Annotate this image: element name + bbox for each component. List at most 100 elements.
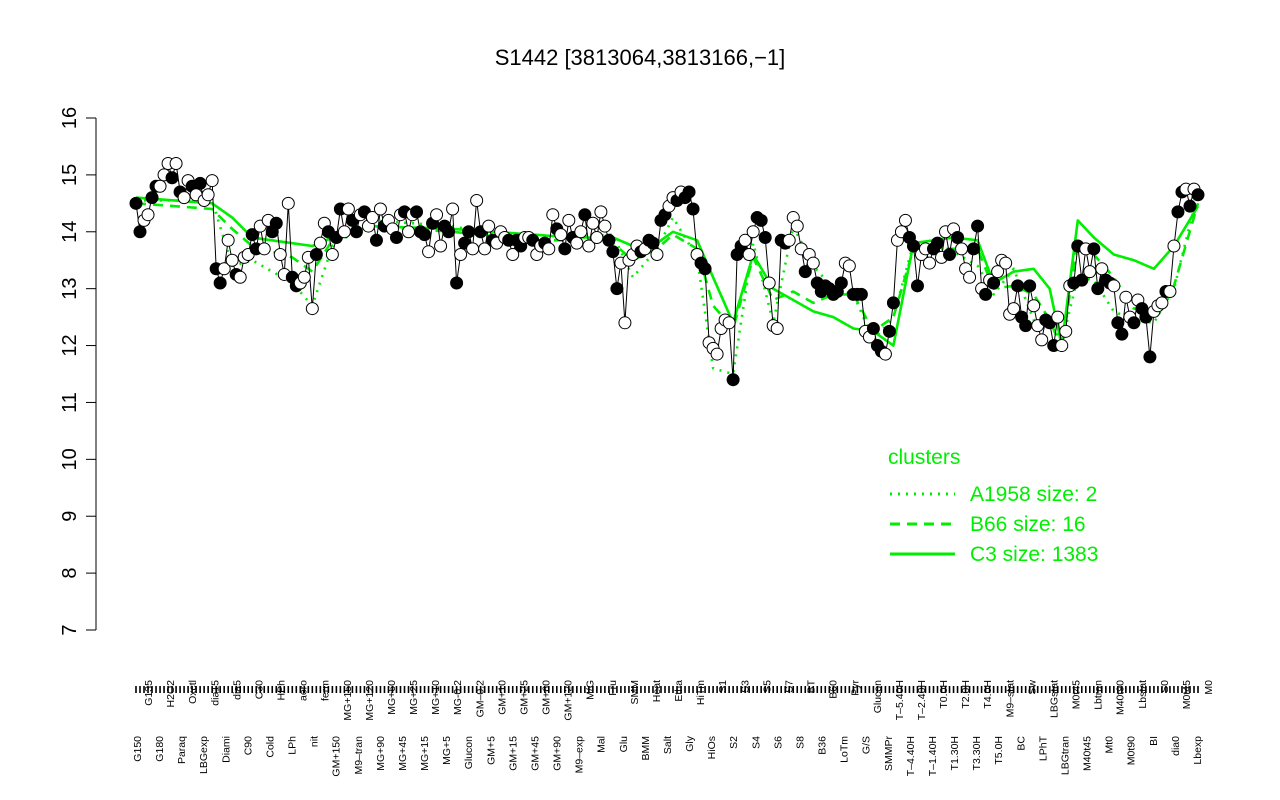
data-point: [1023, 279, 1037, 293]
data-point: [686, 202, 700, 216]
data-point: [1163, 285, 1177, 299]
data-point: [598, 219, 612, 233]
data-point: [910, 279, 924, 293]
data-point: [1019, 319, 1033, 333]
data-point: [558, 242, 572, 256]
x-tick-label: Glucon: [463, 736, 475, 769]
x-tick-label: GM+150: [331, 736, 343, 777]
x-tick-label: GM+15: [507, 736, 519, 771]
x-tick-label: BMM: [640, 736, 652, 761]
data-point: [979, 287, 993, 301]
data-point: [478, 242, 492, 256]
y-tick-label: 7: [59, 624, 81, 635]
data-point: [1115, 327, 1129, 341]
x-tick-label: SMMPr: [883, 736, 895, 772]
x-tick-label: S1: [717, 680, 729, 693]
y-tick-label: 12: [59, 334, 81, 356]
data-point: [1027, 299, 1041, 313]
data-point: [594, 205, 608, 219]
data-point: [297, 270, 311, 284]
x-tick-label: M0t90: [1126, 736, 1138, 765]
data-point: [309, 248, 323, 262]
x-tick-label: S8: [794, 736, 806, 749]
data-point: [233, 270, 247, 284]
x-tick-label: T–4.40H: [905, 736, 917, 776]
data-point: [205, 174, 219, 188]
data-point: [145, 191, 159, 205]
data-point: [193, 176, 207, 190]
x-tick-label: LBGtran: [1059, 736, 1071, 775]
data-point: [422, 245, 436, 259]
data-point: [446, 202, 460, 216]
data-point: [898, 213, 912, 227]
x-tick-label: MG+10: [430, 680, 442, 715]
x-tick-label: M0t45: [1071, 680, 1083, 709]
data-point: [955, 242, 969, 256]
data-point: [987, 276, 1001, 290]
x-tick-label: GM+120: [563, 680, 575, 721]
data-point: [842, 259, 856, 273]
x-tick-label: M9–tran: [353, 736, 365, 775]
data-point: [738, 233, 752, 247]
y-axis: 7 8 9 10 11 12 13 14 15 16: [59, 107, 97, 636]
x-tick-label: MG+150: [342, 680, 354, 721]
x-tick-label: T3.30H: [971, 736, 983, 770]
data-point: [369, 233, 383, 247]
x-tick-label: ferm: [320, 680, 332, 701]
data-point: [698, 262, 712, 276]
x-tick-label: M0t45: [1181, 680, 1193, 709]
x-tick-label: Mal: [596, 736, 608, 753]
data-point: [646, 236, 660, 250]
x-tick-label: LBGexp: [198, 736, 210, 774]
x-tick-label: BI: [1148, 736, 1160, 746]
data-point: [410, 205, 424, 219]
data-point: [273, 248, 287, 262]
data-point: [886, 296, 900, 310]
data-point: [1007, 302, 1021, 316]
x-tick-label: dia0: [1170, 736, 1182, 756]
x-tick-label: Sw: [1026, 680, 1038, 695]
data-point: [590, 230, 604, 244]
data-point: [722, 316, 736, 330]
x-tick-label: GM+10: [496, 680, 508, 715]
x-tick-label: Heat: [651, 680, 663, 702]
data-point: [1127, 316, 1141, 330]
y-tick-label: 10: [59, 448, 81, 470]
x-tick-label: GM+5: [485, 736, 497, 765]
x-tick-label: MG+60: [386, 680, 398, 715]
x-tick-label: Paraq: [176, 736, 188, 764]
data-point: [506, 248, 520, 262]
data-point: [710, 347, 724, 361]
data-point: [1087, 242, 1101, 256]
data-point: [726, 373, 740, 387]
data-point: [165, 171, 179, 185]
x-tick-label: T4.0H: [982, 680, 994, 709]
x-tick-label: T5.0H: [993, 736, 1005, 765]
data-point: [133, 225, 147, 239]
data-point: [257, 242, 271, 256]
x-tick-label: S3: [739, 680, 751, 693]
x-tick-label: G/S: [861, 736, 873, 754]
data-point: [542, 242, 556, 256]
x-tick-label: S4: [750, 736, 762, 749]
data-point: [341, 202, 355, 216]
x-tick-label: LPh: [287, 736, 299, 755]
data-point: [373, 202, 387, 216]
data-point: [389, 230, 403, 244]
data-point: [1075, 273, 1089, 287]
data-point: [790, 219, 804, 233]
x-tick-label: MG-0.2: [452, 680, 464, 715]
x-tick-label: Glucon: [872, 680, 884, 713]
data-point: [606, 245, 620, 259]
data-point: [798, 265, 812, 279]
data-point: [450, 276, 464, 290]
data-point: [482, 219, 496, 233]
data-point: [418, 228, 432, 242]
data-point: [782, 233, 796, 247]
y-tick-label: 11: [59, 392, 81, 413]
x-tick-label: M/G: [585, 680, 597, 700]
legend-entry-label: A1958 size: 2: [970, 483, 1097, 506]
x-tick-label: H2O2: [165, 680, 177, 708]
x-tick-label: GM+60: [541, 680, 553, 715]
data-point: [313, 236, 327, 250]
